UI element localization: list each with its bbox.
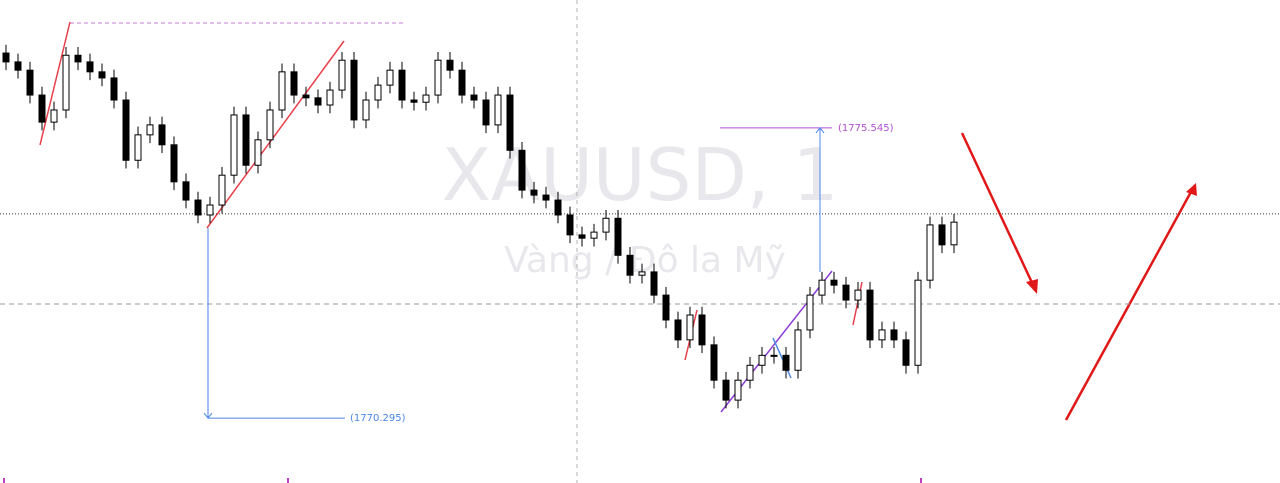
candle-body (710, 344, 718, 381)
candle-body (266, 109, 274, 141)
candle-body (638, 271, 646, 276)
candle-body (902, 339, 910, 366)
candle-body (206, 204, 214, 216)
candle-body (938, 224, 946, 246)
candle-body (830, 279, 838, 286)
candle-body (578, 234, 586, 239)
candle-body (950, 221, 958, 246)
candle-body (842, 284, 850, 301)
candle-body (38, 94, 46, 123)
candle-body (290, 71, 298, 96)
arrow-head (1026, 279, 1038, 294)
candle-body (806, 294, 814, 331)
candle-body (314, 97, 322, 106)
candle-body (650, 271, 658, 296)
candle-body (482, 99, 490, 126)
candle-body (134, 134, 142, 161)
candle-body (626, 254, 634, 276)
candle-body (914, 279, 922, 366)
candle-body (434, 59, 442, 96)
candle-body (422, 94, 430, 103)
candle-body (518, 149, 526, 191)
candle-body (2, 52, 10, 63)
candle-body (62, 54, 70, 111)
candle-body (770, 354, 778, 357)
trend-line (206, 40, 345, 229)
candle-body (146, 124, 154, 136)
candle-body (566, 214, 574, 236)
candle-body (398, 69, 406, 101)
candle-body (674, 319, 682, 341)
trend-line (772, 337, 792, 379)
watermark-symbol: XAUUSD, 1 (442, 133, 839, 217)
trend-line (39, 21, 71, 146)
arrow-up (1064, 189, 1194, 421)
candle-body (350, 59, 358, 121)
candle-body (14, 61, 22, 71)
candle-body (230, 114, 238, 176)
candle-body (794, 329, 802, 371)
candle-body (374, 84, 382, 101)
candle-body (854, 289, 862, 301)
measure-arrow (203, 412, 213, 419)
candles (2, 44, 958, 409)
candle-body (722, 379, 730, 401)
candle-body (98, 71, 106, 79)
candle-body (386, 69, 394, 86)
candle-body (506, 94, 514, 151)
candle-body (182, 181, 190, 201)
measure-arrow (815, 127, 825, 134)
candle-body (734, 379, 742, 401)
candle-body (446, 59, 454, 71)
candle-body (866, 289, 874, 341)
candle-body (278, 71, 286, 111)
measure-label: (1775.545) (838, 123, 894, 134)
candle-body (458, 69, 466, 96)
candle-body (614, 217, 622, 256)
candle-body (758, 354, 766, 366)
candle-body (218, 174, 226, 206)
candle-body (554, 199, 562, 216)
candle-body (494, 94, 502, 126)
candle-body (890, 329, 898, 341)
candle-body (662, 294, 670, 321)
candle-body (122, 99, 130, 161)
candle-body (302, 94, 310, 99)
drawings (39, 21, 1197, 421)
candle-body (254, 139, 262, 166)
candle-body (782, 354, 790, 371)
candle-body (686, 314, 694, 341)
candle-body (746, 364, 754, 381)
candle-body (590, 231, 598, 239)
candle-body (530, 189, 538, 196)
candle-body (818, 279, 826, 296)
candle-body (194, 199, 202, 216)
candle-body (86, 61, 94, 73)
candle-body (410, 99, 418, 103)
candle-body (26, 69, 34, 96)
arrow-head (1186, 183, 1197, 196)
candle-body (338, 59, 346, 91)
candle-body (242, 114, 250, 166)
candle-body (926, 224, 934, 281)
candle-body (170, 144, 178, 183)
candle-body (50, 109, 58, 123)
arrow-down (960, 132, 1036, 288)
candle-body (74, 54, 82, 63)
candle-body (878, 329, 886, 341)
candle-body (158, 124, 166, 146)
candle-body (362, 99, 370, 121)
candle-body (470, 94, 478, 101)
candle-body (542, 194, 550, 201)
candle-body (326, 89, 334, 106)
measure-label: (1770.295) (350, 413, 406, 424)
candle-body (698, 314, 706, 346)
candle-body (110, 77, 118, 101)
candle-body (602, 217, 610, 233)
